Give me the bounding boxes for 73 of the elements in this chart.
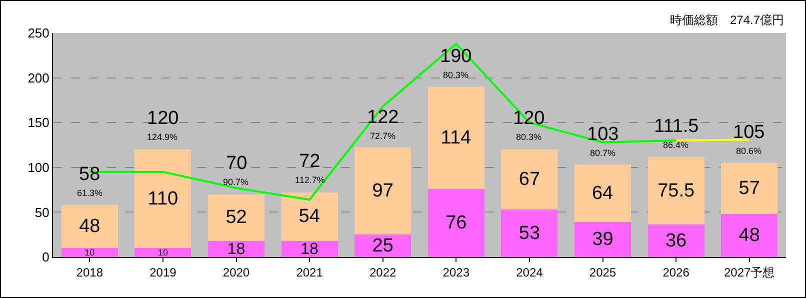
annotation: 112.7% (295, 175, 325, 185)
y-tick-label: 200 (28, 70, 50, 86)
total-label: 190 (440, 46, 472, 67)
bar (208, 194, 264, 241)
total-label: 111.5 (654, 116, 699, 137)
total-label: 70 (226, 153, 248, 174)
x-tick-label: 2027予想 (724, 265, 775, 280)
data-label: 39 (592, 229, 614, 250)
total-label: 120 (147, 108, 179, 129)
total-label: 58 (79, 164, 100, 185)
bar (134, 149, 192, 248)
data-label: 76 (446, 212, 467, 234)
data-label: 48 (79, 216, 100, 238)
y-tick-label: 250 (28, 26, 50, 41)
data-label: 36 (665, 230, 687, 252)
y-tick-label: 150 (28, 115, 50, 130)
x-tick-label: 2021 (296, 265, 324, 280)
data-label: 10 (84, 248, 95, 258)
x-tick-label: 2020 (222, 265, 250, 280)
annotation: 90.7% (223, 177, 249, 187)
data-label: 25 (372, 235, 394, 256)
y-tick-label: 0 (42, 250, 50, 265)
data-label: 57 (738, 178, 760, 199)
text: 時価総額 274.7億円 (670, 13, 784, 27)
bar (721, 214, 778, 257)
data-label: 10 (158, 248, 168, 258)
bar (501, 149, 558, 210)
y-tick-label: 50 (34, 204, 50, 220)
annotation: 72.7% (370, 131, 396, 141)
x-tick-label: 2018 (76, 265, 104, 280)
data-label: 110 (148, 188, 178, 210)
annotation: 80.6% (736, 146, 762, 156)
data-label: 18 (227, 240, 246, 258)
data-label: 54 (298, 206, 320, 228)
data-label: 53 (518, 222, 540, 244)
bar (574, 164, 631, 222)
x-tick-label: 2022 (370, 265, 397, 280)
bar (61, 248, 118, 257)
annotation: 86.4% (663, 140, 689, 150)
data-label: 18 (300, 240, 319, 258)
bar (354, 148, 412, 235)
bar (61, 205, 118, 248)
total-label: 105 (733, 122, 765, 143)
bar (648, 224, 704, 257)
x-tick-label: 2019 (150, 265, 177, 280)
annotation: 61.3% (77, 188, 103, 198)
x-tick-label: 2026 (662, 265, 690, 280)
y-tick-label: 100 (28, 160, 50, 175)
data-label: 48 (738, 224, 760, 246)
data-label: 52 (226, 207, 247, 228)
annotation: 80.3% (516, 132, 542, 142)
annotation: 80.3% (443, 70, 469, 80)
bar (354, 234, 412, 257)
x-tick-label: 2023 (442, 265, 470, 280)
bar (721, 162, 778, 214)
data-label: 97 (372, 180, 394, 202)
total-label: 72 (299, 151, 320, 172)
annotation: 124.9% (147, 132, 178, 142)
bar (281, 192, 338, 241)
bar (134, 248, 192, 257)
data-label: 75.5 (658, 180, 695, 202)
bar (428, 188, 484, 257)
bar (648, 157, 704, 225)
bar (574, 222, 631, 257)
annotation: 80.7% (590, 148, 616, 158)
x-tick-label: 2025 (589, 265, 616, 280)
data-label: 67 (518, 168, 540, 190)
data-label: 114 (440, 127, 472, 148)
data-label: 64 (592, 182, 614, 204)
bar (501, 210, 558, 257)
x-tick-label: 2024 (516, 265, 544, 280)
total-label: 103 (587, 124, 619, 145)
bar (428, 86, 484, 189)
